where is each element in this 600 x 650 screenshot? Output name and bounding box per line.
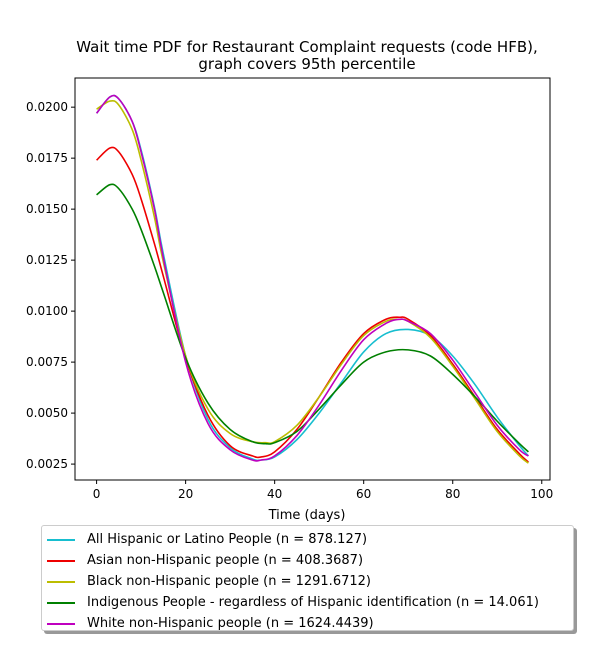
legend: All Hispanic or Latino People (n = 878.1…	[41, 525, 574, 631]
legend-swatch	[47, 559, 75, 562]
legend-swatch	[47, 622, 75, 625]
legend-swatch	[47, 538, 75, 541]
legend-label: Indigenous People - regardless of Hispan…	[87, 595, 539, 610]
x-tick-label: 60	[356, 487, 371, 501]
legend-item: Indigenous People - regardless of Hispan…	[47, 592, 539, 613]
legend-label: Asian non-Hispanic people (n = 408.3687)	[87, 553, 364, 568]
x-axis: 0 20 40 60 80 100	[93, 480, 553, 501]
y-tick-label: 0.0075	[26, 355, 68, 369]
y-tick-label: 0.0150	[26, 202, 68, 216]
y-tick-label: 0.0125	[26, 253, 68, 267]
series-layer	[95, 94, 530, 464]
series-line-2	[96, 146, 529, 463]
y-tick-label: 0.0175	[26, 151, 68, 165]
y-tick-label: 0.0050	[26, 406, 68, 420]
x-tick-label: 80	[445, 487, 460, 501]
chart-title-line: Wait time PDF for Restaurant Complaint r…	[76, 38, 538, 56]
x-tick-label: 100	[530, 487, 553, 501]
y-tick-label: 0.0200	[26, 100, 68, 114]
legend-label: White non-Hispanic people (n = 1624.4439…	[87, 616, 374, 631]
legend-item: Black non-Hispanic people (n = 1291.6712…	[47, 571, 371, 592]
y-tick-label: 0.0100	[26, 304, 68, 318]
y-axis: 0.0025 0.0050 0.0075 0.0100 0.0125 0.0150 0.01…	[26, 100, 75, 471]
legend-item: White non-Hispanic people (n = 1624.4439…	[47, 613, 374, 634]
legend-swatch	[47, 601, 75, 604]
chart-title-line: graph covers 95th percentile	[198, 55, 415, 73]
series-line-4	[96, 183, 529, 453]
y-tick-label: 0.0025	[26, 457, 68, 471]
x-tick-label: 20	[178, 487, 193, 501]
legend-item: All Hispanic or Latino People (n = 878.1…	[47, 529, 367, 550]
legend-label: Black non-Hispanic people (n = 1291.6712…	[87, 574, 371, 589]
legend-swatch	[47, 580, 75, 583]
series-line-3	[96, 99, 529, 464]
legend-item: Asian non-Hispanic people (n = 408.3687)	[47, 550, 363, 571]
x-tick-label: 0	[93, 487, 101, 501]
x-axis-label: Time (days)	[268, 508, 346, 523]
x-tick-label: 40	[267, 487, 282, 501]
plot-area	[74, 77, 551, 481]
series-line-5	[95, 94, 529, 462]
chart-title: Wait time PDF for Restaurant Complaint r…	[76, 38, 538, 73]
legend-label: All Hispanic or Latino People (n = 878.1…	[87, 532, 368, 547]
